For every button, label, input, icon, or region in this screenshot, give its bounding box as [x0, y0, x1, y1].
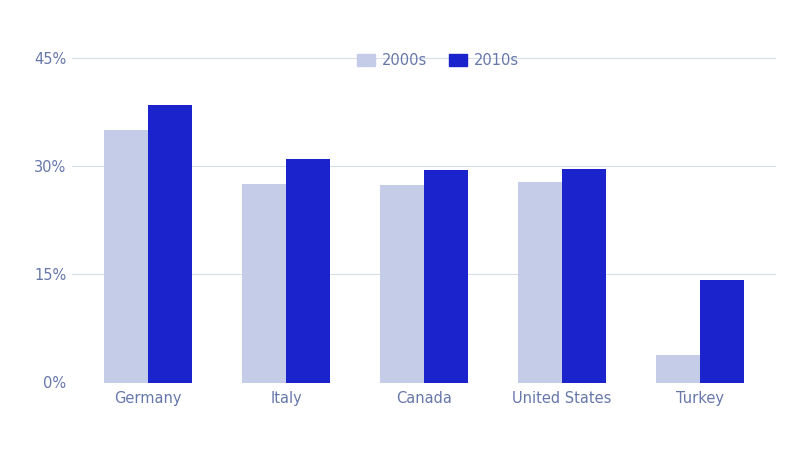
Bar: [562, 169, 606, 382]
Bar: [656, 355, 700, 382]
Bar: [242, 184, 286, 382]
Bar: [104, 130, 148, 382]
Bar: [518, 182, 562, 382]
Legend: 2000s, 2010s: 2000s, 2010s: [351, 47, 525, 73]
Bar: [424, 170, 468, 382]
Bar: [380, 184, 424, 382]
Bar: [148, 104, 192, 382]
Bar: [286, 159, 330, 382]
Bar: [700, 280, 744, 382]
